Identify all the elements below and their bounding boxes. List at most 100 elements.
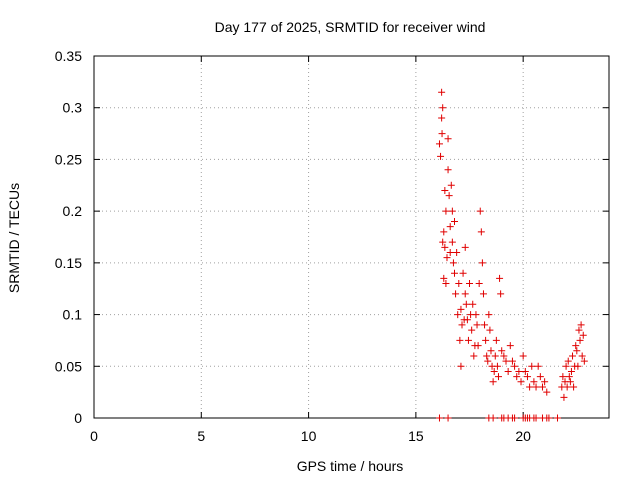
data-point <box>474 342 482 350</box>
y-tick-label-3: 0.15 <box>55 255 82 271</box>
x-tick-label-4: 20 <box>515 428 531 444</box>
x-tick-label-2: 10 <box>301 428 317 444</box>
data-point <box>438 130 446 138</box>
data-point <box>461 290 469 298</box>
data-point <box>442 207 450 215</box>
data-point <box>538 383 546 391</box>
data-point <box>453 249 461 257</box>
data-point <box>455 280 463 288</box>
data-point <box>564 357 572 365</box>
data-point <box>566 378 574 386</box>
y-tick-label-7: 0.35 <box>55 48 82 64</box>
data-point <box>489 378 497 386</box>
data-point <box>457 362 465 370</box>
data-point <box>572 342 580 350</box>
data-point <box>437 152 445 160</box>
data-point <box>481 321 489 329</box>
data-point <box>443 254 451 262</box>
data-point <box>452 290 460 298</box>
data-point <box>579 331 587 339</box>
data-point <box>573 347 581 355</box>
x-axis-label: GPS time / hours <box>297 458 404 474</box>
data-point <box>496 274 504 282</box>
data-point <box>451 217 458 225</box>
data-point <box>482 336 490 344</box>
data-point <box>489 414 497 422</box>
data-point <box>574 362 582 370</box>
data-point <box>463 316 471 324</box>
series-0 <box>435 88 588 422</box>
data-point <box>457 305 465 313</box>
data-point <box>513 373 521 381</box>
data-point <box>461 243 469 251</box>
data-point <box>526 383 534 391</box>
data-point <box>545 414 553 422</box>
data-point <box>438 114 446 122</box>
data-point <box>444 135 452 143</box>
data-point <box>441 243 449 251</box>
data-point <box>445 192 453 200</box>
data-point <box>502 357 510 365</box>
data-point <box>497 290 505 298</box>
data-point <box>570 383 578 391</box>
data-point <box>506 342 514 350</box>
data-point <box>473 321 481 329</box>
data-point <box>439 104 447 112</box>
data-point <box>468 326 476 334</box>
data-point <box>563 383 571 391</box>
data-point <box>472 311 480 319</box>
data-point <box>448 207 456 215</box>
y-axis-label: SRMTID / TECUs <box>6 183 22 293</box>
y-tick-label-2: 0.1 <box>63 307 83 323</box>
data-point <box>440 228 448 236</box>
y-axis-ticks: 0 0.05 0.1 0.15 0.2 0.25 0.3 0.35 <box>55 48 609 426</box>
data-point <box>448 238 456 246</box>
data-point <box>484 357 492 365</box>
data-point <box>438 88 446 96</box>
data-point <box>483 352 491 360</box>
data-point <box>528 362 536 370</box>
data-point <box>493 362 501 370</box>
data-point <box>485 311 493 319</box>
data-point <box>440 274 448 282</box>
data-point <box>441 186 449 194</box>
data-point <box>447 181 455 189</box>
data-point <box>442 280 450 288</box>
data-point <box>541 378 549 386</box>
data-point <box>577 321 585 329</box>
chart-title: Day 177 of 2025, SRMTID for receiver win… <box>215 19 486 35</box>
data-point <box>490 367 498 375</box>
data-point <box>554 414 561 422</box>
data-point <box>439 238 447 246</box>
data-point <box>446 223 454 231</box>
data-point <box>575 326 583 334</box>
x-axis-ticks: 0 5 10 15 20 <box>90 56 531 444</box>
data-point <box>565 373 573 381</box>
data-point <box>534 362 542 370</box>
data-point <box>511 362 519 370</box>
data-point <box>523 373 531 381</box>
data-point <box>560 393 568 401</box>
data-point <box>459 269 467 277</box>
y-tick-label-0: 0 <box>74 410 82 426</box>
data-point <box>515 367 523 375</box>
data-point <box>486 326 494 334</box>
data-point <box>458 321 466 329</box>
data-point <box>580 357 588 365</box>
x-tick-label-3: 15 <box>408 428 424 444</box>
y-tick-label-1: 0.05 <box>55 358 82 374</box>
y-tick-label-6: 0.3 <box>63 100 83 116</box>
data-point <box>504 367 512 375</box>
data-point <box>532 414 540 422</box>
data-point <box>543 388 551 396</box>
data-point <box>569 352 577 360</box>
data-point <box>464 336 472 344</box>
data-point <box>469 300 477 308</box>
data-point <box>508 357 516 365</box>
data-points <box>435 88 588 422</box>
data-point <box>470 352 478 360</box>
data-point <box>521 367 529 375</box>
data-point <box>444 166 452 174</box>
data-point <box>477 228 485 236</box>
